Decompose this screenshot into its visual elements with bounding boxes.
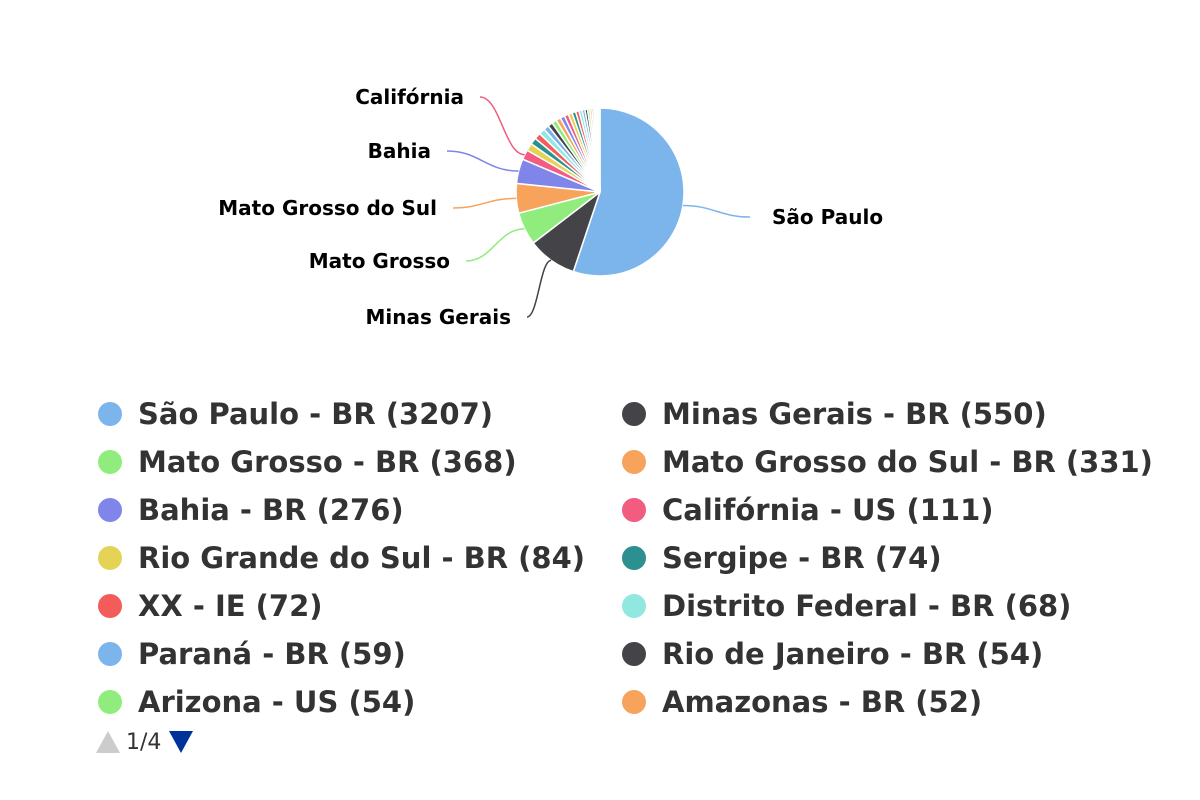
legend-marker-icon — [98, 594, 122, 618]
legend-item-minas-gerais[interactable]: Minas Gerais - BR (550) — [622, 390, 1047, 438]
legend-item-rio-grande-do-sul[interactable]: Rio Grande do Sul - BR (84) — [98, 534, 585, 582]
leader-line-mato-grosso-do-sul — [452, 197, 517, 209]
legend-item-sergipe[interactable]: Sergipe - BR (74) — [622, 534, 942, 582]
legend-label: Sergipe - BR (74) — [662, 541, 942, 575]
legend-item-mato-grosso-do-sul[interactable]: Mato Grosso do Sul - BR (331) — [622, 438, 1153, 486]
leader-line-mato-grosso — [465, 228, 525, 262]
legend-page-indicator: 1/4 — [126, 729, 162, 755]
legend-item-arizona[interactable]: Arizona - US (54) — [98, 678, 415, 726]
legend-page-up-icon[interactable] — [96, 731, 120, 753]
legend-label: Distrito Federal - BR (68) — [662, 589, 1072, 623]
pie-labels: São Paulo Minas Gerais Mato Grosso Mato Gro… — [218, 85, 883, 329]
pie-label-california: Califórnia — [355, 85, 464, 109]
legend-marker-icon — [98, 498, 122, 522]
legend-label: Arizona - US (54) — [138, 685, 416, 719]
legend-marker-icon — [98, 402, 122, 426]
legend-label: Rio Grande do Sul - BR (84) — [138, 541, 586, 575]
pie-leader-lines — [446, 96, 751, 318]
legend-item-bahia[interactable]: Bahia - BR (276) — [98, 486, 404, 534]
legend-item-sao-paulo[interactable]: São Paulo - BR (3207) — [98, 390, 493, 438]
legend-marker-icon — [622, 546, 646, 570]
leader-line-california — [479, 96, 525, 156]
legend-item-california[interactable]: Califórnia - US (111) — [622, 486, 994, 534]
legend-marker-icon — [622, 690, 646, 714]
pie-chart: São Paulo Minas Gerais Mato Grosso Mato Gro… — [218, 85, 883, 329]
legend-marker-icon — [622, 450, 646, 474]
pie-label-mato-grosso-do-sul: Mato Grosso do Sul — [218, 196, 437, 220]
pie-slice-sao-paulo[interactable] — [572, 107, 685, 277]
pie-label-bahia: Bahia — [368, 139, 431, 163]
pie-slice-slice-30[interactable] — [598, 107, 601, 193]
leader-line-minas-gerais — [526, 259, 552, 318]
legend-marker-icon — [98, 450, 122, 474]
leader-line-bahia — [446, 150, 519, 172]
pie-label-mato-grosso: Mato Grosso — [309, 249, 450, 273]
legend-item-rio-de-janeiro[interactable]: Rio de Janeiro - BR (54) — [622, 630, 1043, 678]
legend-label: Bahia - BR (276) — [138, 493, 404, 527]
pie-label-minas-gerais: Minas Gerais — [366, 305, 511, 329]
legend-label: XX - IE (72) — [138, 589, 323, 623]
legend-label: Mato Grosso do Sul - BR (331) — [662, 445, 1153, 479]
pie-slices — [515, 107, 685, 277]
legend-marker-icon — [622, 642, 646, 666]
pie-label-sao-paulo: São Paulo — [772, 205, 883, 229]
legend-label: Califórnia - US (111) — [662, 493, 994, 527]
legend-marker-icon — [622, 402, 646, 426]
leader-line-sao-paulo — [682, 204, 751, 218]
legend-marker-icon — [98, 690, 122, 714]
legend-pager: 1/4 — [96, 728, 194, 756]
legend-marker-icon — [622, 594, 646, 618]
legend-item-distrito-federal[interactable]: Distrito Federal - BR (68) — [622, 582, 1071, 630]
legend-item-amazonas[interactable]: Amazonas - BR (52) — [622, 678, 982, 726]
legend-marker-icon — [98, 642, 122, 666]
legend-label: Paraná - BR (59) — [138, 637, 406, 671]
legend-item-mato-grosso[interactable]: Mato Grosso - BR (368) — [98, 438, 517, 486]
legend-label: Minas Gerais - BR (550) — [662, 397, 1047, 431]
legend-item-xx[interactable]: XX - IE (72) — [98, 582, 323, 630]
chart-legend: São Paulo - BR (3207) Minas Gerais - BR (… — [98, 390, 1178, 726]
legend-item-parana[interactable]: Paraná - BR (59) — [98, 630, 406, 678]
legend-marker-icon — [98, 546, 122, 570]
legend-marker-icon — [622, 498, 646, 522]
legend-page-down-icon[interactable] — [169, 731, 194, 753]
legend-label: Amazonas - BR (52) — [662, 685, 983, 719]
legend-label: Rio de Janeiro - BR (54) — [662, 637, 1044, 671]
legend-label: São Paulo - BR (3207) — [138, 397, 494, 431]
legend-label: Mato Grosso - BR (368) — [138, 445, 517, 479]
